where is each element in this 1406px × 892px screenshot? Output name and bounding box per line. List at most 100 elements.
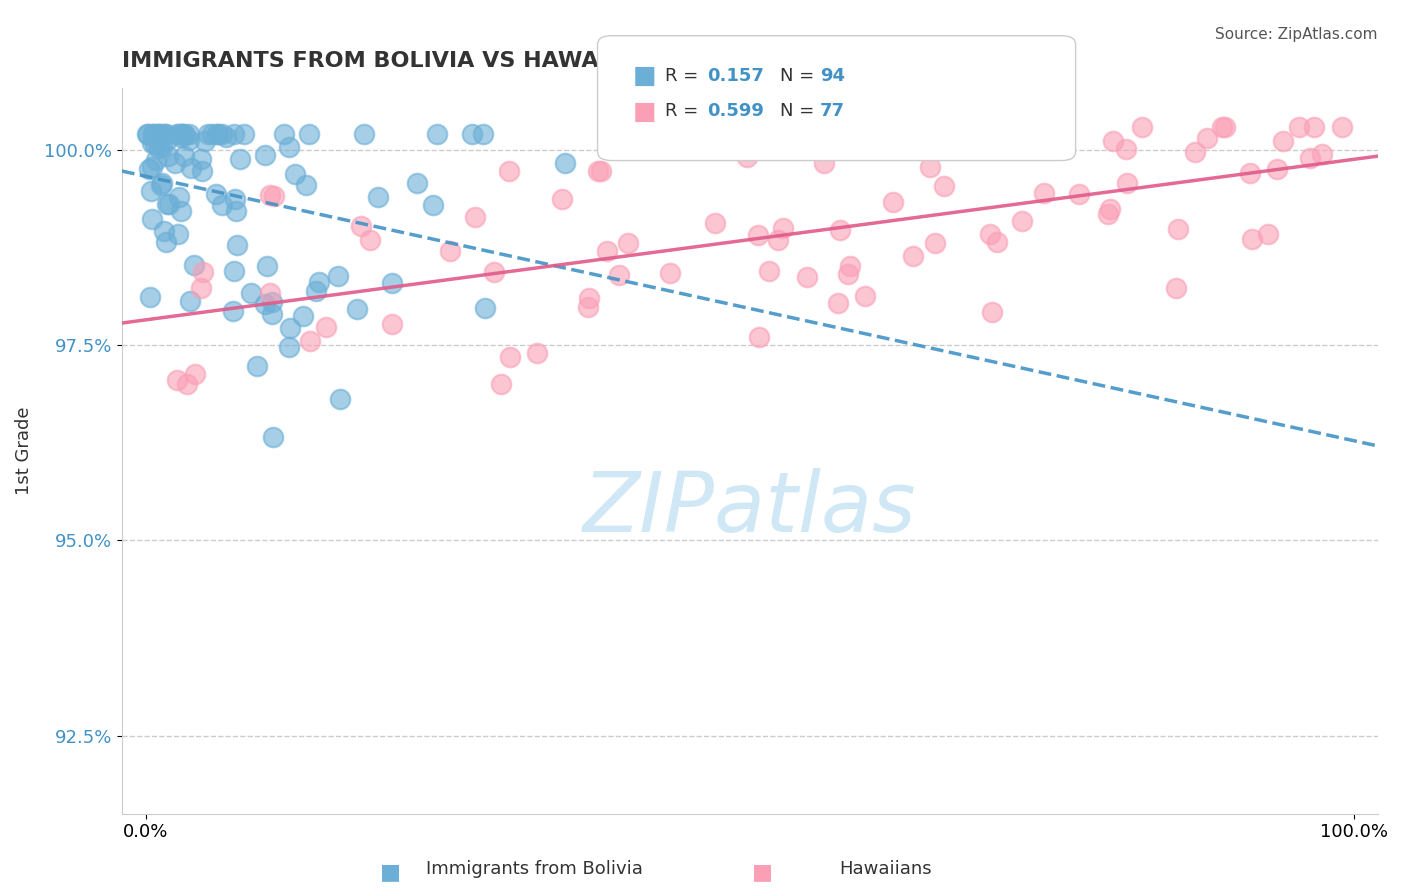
Point: [239, 286, 262, 301]
Point: [148, 128, 170, 142]
Point: [748, 330, 770, 344]
Point: [837, 267, 859, 281]
Point: [205, 128, 228, 142]
Point: [197, 128, 219, 142]
Point: [499, 350, 522, 364]
Point: [659, 267, 682, 281]
Text: ■: ■: [633, 64, 657, 87]
Point: [979, 227, 1001, 242]
Point: [346, 302, 368, 317]
Point: [170, 203, 193, 218]
Point: [924, 235, 946, 250]
Point: [308, 275, 330, 289]
Point: [226, 238, 249, 252]
Point: [472, 128, 495, 142]
Point: [259, 187, 281, 202]
Point: [607, 268, 630, 282]
Point: [1299, 151, 1322, 165]
Text: R =: R =: [665, 67, 704, 85]
Point: [766, 233, 789, 247]
Point: [1330, 120, 1353, 134]
Point: [191, 163, 214, 178]
Text: 94: 94: [820, 67, 845, 85]
Point: [145, 153, 167, 168]
Point: [191, 265, 214, 279]
Point: [294, 178, 316, 193]
Point: [315, 320, 337, 334]
Point: [170, 128, 193, 142]
Point: [190, 152, 212, 166]
Point: [263, 189, 285, 203]
Point: [291, 309, 314, 323]
Point: [277, 140, 299, 154]
Point: [1130, 120, 1153, 134]
Point: [380, 317, 402, 331]
Point: [278, 340, 301, 354]
Point: [359, 233, 381, 247]
Point: [1288, 120, 1310, 134]
Point: [138, 162, 160, 177]
Point: [305, 284, 328, 298]
Point: [190, 281, 212, 295]
Point: [176, 377, 198, 392]
Text: Source: ZipAtlas.com: Source: ZipAtlas.com: [1215, 27, 1378, 42]
Point: [827, 296, 849, 310]
Point: [211, 128, 233, 142]
Point: [551, 192, 574, 206]
Point: [150, 140, 173, 154]
Point: [173, 128, 195, 142]
Point: [353, 128, 375, 142]
Point: [173, 128, 195, 142]
Point: [201, 128, 224, 142]
Point: [482, 264, 505, 278]
Point: [262, 295, 284, 310]
Point: [139, 290, 162, 304]
Point: [246, 359, 269, 373]
Point: [426, 128, 449, 142]
Point: [1257, 227, 1279, 241]
Point: [155, 128, 177, 142]
Point: [1213, 120, 1236, 134]
Point: [155, 128, 177, 142]
Point: [170, 130, 193, 145]
Point: [149, 178, 172, 193]
Point: [986, 235, 1008, 249]
Point: [1101, 134, 1123, 148]
Text: ZIPatlas: ZIPatlas: [583, 468, 917, 549]
Point: [173, 149, 195, 163]
Point: [278, 321, 301, 335]
Point: [167, 128, 190, 142]
Point: [222, 303, 245, 318]
Point: [1239, 166, 1261, 180]
Point: [204, 187, 226, 202]
Point: [183, 258, 205, 272]
Point: [1267, 162, 1289, 177]
Point: [813, 156, 835, 170]
Point: [586, 164, 609, 178]
Point: [758, 264, 780, 278]
Point: [498, 164, 520, 178]
Point: [367, 189, 389, 203]
Point: [222, 264, 245, 278]
Point: [406, 176, 429, 190]
Point: [1098, 202, 1121, 216]
Point: [474, 301, 496, 315]
Point: [139, 184, 162, 198]
Point: [157, 197, 180, 211]
Point: [828, 223, 851, 237]
Point: [589, 164, 612, 178]
Point: [136, 128, 159, 142]
Point: [262, 429, 284, 443]
Point: [262, 308, 284, 322]
Point: [1240, 232, 1263, 246]
Point: [141, 136, 163, 151]
Y-axis label: 1st Grade: 1st Grade: [15, 406, 32, 495]
Point: [298, 128, 321, 142]
Point: [166, 128, 188, 142]
Text: 0.157: 0.157: [707, 67, 763, 85]
Point: [253, 148, 276, 162]
Point: [298, 334, 321, 348]
Point: [882, 195, 904, 210]
Point: [141, 211, 163, 226]
Text: 0.599: 0.599: [707, 103, 763, 120]
